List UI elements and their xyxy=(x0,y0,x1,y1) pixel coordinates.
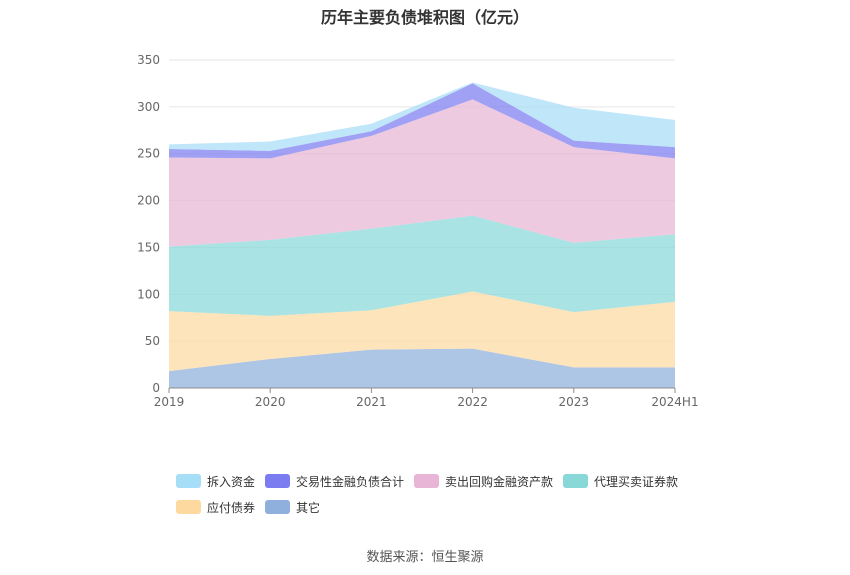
data-source: 数据来源：恒生聚源 xyxy=(366,550,484,565)
y-tick-label: 250 xyxy=(137,147,160,161)
legend-swatch xyxy=(176,500,201,514)
y-tick-label: 350 xyxy=(137,53,160,67)
legend-swatch xyxy=(176,474,201,488)
legend-item[interactable]: 代理买卖证券款 xyxy=(563,473,678,489)
y-tick-label: 150 xyxy=(137,240,160,254)
chart-title: 历年主要负债堆积图（亿元） xyxy=(320,8,529,27)
legend-label: 交易性金融负债合计 xyxy=(296,474,405,489)
legend-swatch xyxy=(414,474,440,488)
x-tick-label: 2022 xyxy=(457,395,488,409)
y-tick-label: 300 xyxy=(137,100,160,114)
area-series xyxy=(169,82,675,388)
axes: 0 50 100 150 200 250 300 350 2019 2020 2021 2022 202… xyxy=(137,53,699,409)
legend-swatch xyxy=(265,474,291,488)
x-tick-label: 2024H1 xyxy=(651,395,698,409)
x-tick-label: 2023 xyxy=(559,395,590,409)
x-tick-label: 2019 xyxy=(154,395,185,409)
area-series-4 xyxy=(169,83,675,159)
area-series-0 xyxy=(169,348,675,388)
stacked-area-chart: 0 50 100 150 200 250 300 350 2019 2020 2021 2022 202… xyxy=(137,53,699,409)
legend-label: 卖出回购金融资产款 xyxy=(445,474,554,489)
legend-label: 其它 xyxy=(296,500,321,515)
area-series-1 xyxy=(169,291,675,372)
x-tick-label: 2020 xyxy=(255,395,286,409)
legend-label: 拆入资金 xyxy=(207,474,256,489)
legend-item[interactable]: 卖出回购金融资产款 xyxy=(414,473,553,489)
legend-item[interactable]: 应付债券 xyxy=(176,499,255,515)
area-series-3 xyxy=(169,99,675,247)
legend-label: 代理买卖证券款 xyxy=(594,474,679,489)
legend-swatch xyxy=(265,500,291,514)
area-series-5 xyxy=(169,82,675,151)
legend: 拆入资金 交易性金融负债合计 卖出回购金融资产款 代理买卖证券款应付债券 其它 xyxy=(176,473,696,525)
y-tick-label: 100 xyxy=(137,287,160,301)
legend-item[interactable]: 拆入资金 xyxy=(176,473,255,489)
x-tick-label: 2021 xyxy=(356,395,387,409)
y-tick-label: 200 xyxy=(137,194,160,208)
legend-item[interactable]: 交易性金融负债合计 xyxy=(265,473,404,489)
legend-label: 应付债券 xyxy=(207,500,256,515)
y-tick-label: 0 xyxy=(152,381,160,395)
y-tick-label: 50 xyxy=(145,334,160,348)
legend-swatch xyxy=(563,474,589,488)
legend-item[interactable]: 其它 xyxy=(265,499,320,515)
area-series-2 xyxy=(169,215,675,316)
